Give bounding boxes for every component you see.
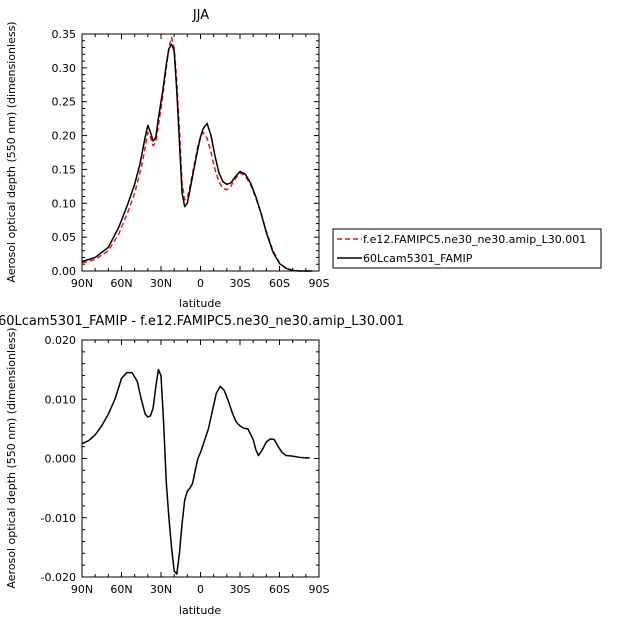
difference-x-axis-label: latitude (179, 604, 221, 617)
top-x-axis-label: latitude (179, 297, 221, 310)
x-tick-label-5: 60S (269, 583, 290, 596)
series-line-2 (81, 43, 313, 272)
x-tick-label-2: 30N (150, 277, 172, 290)
top-plot-frame (81, 33, 320, 272)
x-tick-label-6: 90S (309, 277, 330, 290)
legend-box (332, 228, 602, 269)
y-tick-label-0: 0.00 (52, 265, 77, 278)
y-tick-label-0: -0.020 (41, 571, 76, 584)
x-tick-label-2: 30N (150, 583, 172, 596)
x-tick-label-4: 30S (230, 277, 251, 290)
x-tick-label-0: 90N (71, 277, 93, 290)
top-x-ticks: 90N 60N 30N 0 30S 60S 90S (71, 34, 330, 290)
x-tick-label-3: 0 (197, 583, 204, 596)
y-tick-label-7: 0.35 (52, 28, 77, 41)
x-tick-label-4: 30S (230, 583, 251, 596)
difference-series-line (81, 368, 310, 575)
top-series-lines (81, 36, 313, 272)
y-tick-label-5: 0.25 (52, 96, 77, 109)
y-tick-label-4: 0.20 (52, 130, 77, 143)
legend: f.e12.FAMIPC5.ne30_ne30.amip_L30.001 60L… (332, 228, 602, 269)
x-tick-label-1: 60N (110, 277, 132, 290)
difference-x-ticks: 90N 60N 30N 0 30S 60S 90S (71, 340, 330, 596)
x-tick-label-5: 60S (269, 277, 290, 290)
series-line-1 (81, 368, 310, 575)
x-tick-label-6: 90S (309, 583, 330, 596)
difference-chart-panel: 60Lcam5301_FAMIP - f.e12.FAMIPC5.ne30_ne… (0, 314, 404, 617)
y-tick-label-1: 0.05 (52, 231, 77, 244)
top-y-ticks: 0.00 0.05 0.10 0.15 0.20 0.25 0.30 0.35 (52, 28, 319, 278)
y-tick-label-2: 0.000 (45, 453, 77, 466)
top-chart-panel: JJA 90N 60N 30N 0 30S 60S 90S 0.00 0.05 0.10 0.15… (5, 8, 602, 310)
y-tick-label-3: 0.010 (45, 393, 77, 406)
y-tick-label-6: 0.30 (52, 62, 77, 75)
difference-plot-frame (81, 339, 320, 578)
y-tick-label-3: 0.15 (52, 163, 77, 176)
y-tick-label-4: 0.020 (45, 334, 77, 347)
top-chart-title: JJA (192, 8, 209, 23)
y-tick-label-1: -0.010 (41, 512, 76, 525)
difference-y-axis-label: Aerosol optical depth (550 nm) (dimensio… (5, 327, 18, 588)
legend-label-series-1: f.e12.FAMIPC5.ne30_ne30.amip_L30.001 (363, 233, 586, 246)
top-y-axis-label: Aerosol optical depth (550 nm) (dimensio… (5, 21, 18, 282)
x-tick-label-1: 60N (110, 583, 132, 596)
difference-y-ticks: -0.020 -0.010 0.000 0.010 0.020 (41, 334, 319, 584)
legend-label-series-2: 60Lcam5301_FAMIP (363, 252, 473, 265)
x-tick-label-0: 90N (71, 583, 93, 596)
difference-chart-title: 60Lcam5301_FAMIP - f.e12.FAMIPC5.ne30_ne… (0, 314, 404, 329)
y-tick-label-2: 0.10 (52, 197, 77, 210)
x-tick-label-3: 0 (197, 277, 204, 290)
